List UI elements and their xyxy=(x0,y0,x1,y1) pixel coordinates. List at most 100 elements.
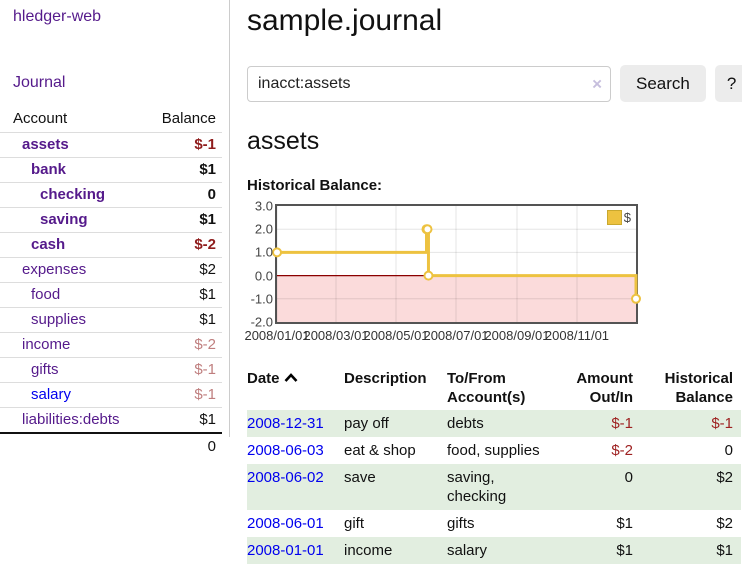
account-link[interactable]: income xyxy=(22,336,71,353)
x-axis-tick-label: 2008/11/01 xyxy=(544,328,610,343)
transaction-date-link[interactable]: 2008-06-01 xyxy=(247,515,324,532)
account-link[interactable]: bank xyxy=(31,161,67,178)
transaction-description: eat & shop xyxy=(344,442,416,459)
y-axis-tick-label: 3.0 xyxy=(254,198,273,214)
app-title-link[interactable]: hledger-web xyxy=(13,8,102,25)
account-row: food $1 xyxy=(0,282,222,308)
transaction-date-link[interactable]: 2008-12-31 xyxy=(247,415,324,432)
register-header-balance: Historical Balance xyxy=(664,370,733,406)
register-row: 2008-06-03 eat & shop food, supplies $-2 0 xyxy=(247,437,741,464)
x-axis-tick-label: 2008/01/01 xyxy=(244,328,310,343)
account-row: expenses $2 xyxy=(0,257,222,283)
register-row: 2008-06-01 gift gifts $1 $2 xyxy=(247,510,741,537)
chart-legend: $ xyxy=(604,209,633,226)
transaction-amount: $1 xyxy=(616,515,633,532)
account-balance: $-1 xyxy=(194,361,216,378)
y-axis-tick-label: -2.0 xyxy=(250,314,273,330)
x-axis-tick-label: 2008/09/01 xyxy=(484,328,550,343)
transaction-accounts: salary xyxy=(447,542,488,559)
account-balance: $2 xyxy=(199,261,216,278)
register-row: 2008-06-02 save saving, checking 0 $2 xyxy=(247,464,741,510)
transaction-accounts: gifts xyxy=(447,515,475,532)
transaction-amount: $-1 xyxy=(611,415,633,432)
account-balance: $-2 xyxy=(194,336,216,353)
search-button[interactable]: Search xyxy=(620,65,706,102)
transaction-balance: $2 xyxy=(716,469,733,486)
register-header-amount: Amount Out/In xyxy=(576,370,633,406)
transaction-date-link[interactable]: 2008-01-01 xyxy=(247,542,324,559)
register-header-date[interactable]: Date xyxy=(247,366,344,410)
y-axis-tick-label: 1.0 xyxy=(254,244,273,260)
sidebar-item-journal[interactable]: Journal xyxy=(13,74,66,91)
account-balance: $-2 xyxy=(194,236,216,253)
chart-section-label: Historical Balance: xyxy=(247,177,383,194)
register-header-accounts: To/From Account(s) xyxy=(447,370,526,406)
account-link[interactable]: gifts xyxy=(31,361,59,378)
historical-balance-chart: $ 3.0 2.0 1.0 0.0 -1.0 -2.0 2008/01/01 2008/03… xyxy=(244,199,742,344)
search-form: × Search ? xyxy=(247,65,742,102)
account-link[interactable]: checking xyxy=(40,186,106,203)
search-field-wrap: × xyxy=(247,65,611,102)
help-button[interactable]: ? xyxy=(714,65,742,102)
chart-canvas xyxy=(272,206,641,322)
transaction-date-link[interactable]: 2008-06-03 xyxy=(247,442,324,459)
account-link[interactable]: cash xyxy=(31,236,66,253)
account-balance: $1 xyxy=(199,411,216,428)
account-balance: $1 xyxy=(199,286,216,303)
account-row: cash $-2 xyxy=(0,232,222,258)
chart-plot-area: $ xyxy=(272,204,641,324)
register-row: 2008-12-31 pay off debts $-1 $-1 xyxy=(247,410,741,437)
y-axis-tick-label: 2.0 xyxy=(254,221,273,237)
accounts-total-balance: 0 xyxy=(207,438,216,455)
account-link[interactable]: expenses xyxy=(22,261,87,278)
sort-ascending-icon xyxy=(284,373,297,382)
account-link[interactable]: saving xyxy=(40,211,88,228)
account-link[interactable]: assets xyxy=(22,136,69,153)
account-row: liabilities:debts $1 xyxy=(0,407,222,434)
transaction-balance: 0 xyxy=(724,442,733,459)
transaction-amount: $-2 xyxy=(611,442,633,459)
account-row: bank $1 xyxy=(0,157,222,183)
register-header-description: Description xyxy=(344,370,427,387)
account-balance: $-1 xyxy=(194,136,216,153)
account-balance: $1 xyxy=(199,211,216,228)
transaction-balance: $1 xyxy=(716,542,733,559)
accounts-header-balance: Balance xyxy=(161,110,216,127)
account-row: supplies $1 xyxy=(0,307,222,333)
transaction-accounts: food, supplies xyxy=(447,442,540,459)
account-balance: $1 xyxy=(199,311,216,328)
accounts-balance-table: Account Balance assets $-1 bank $1 checking 0… xyxy=(0,106,222,459)
account-row: gifts $-1 xyxy=(0,357,222,383)
transaction-description: save xyxy=(344,469,376,486)
legend-label: $ xyxy=(623,210,631,225)
transaction-description: pay off xyxy=(344,415,389,432)
clear-search-icon[interactable]: × xyxy=(592,74,602,93)
account-balance: $-1 xyxy=(194,386,216,403)
transaction-accounts: debts xyxy=(447,415,484,432)
y-axis-tick-label: 0.0 xyxy=(254,268,273,284)
account-row: income $-2 xyxy=(0,332,222,358)
transaction-amount: 0 xyxy=(624,469,633,486)
account-row: saving $1 xyxy=(0,207,222,233)
register-table: Date Description To/From Account(s) Amou… xyxy=(247,366,741,564)
transaction-amount: $1 xyxy=(616,542,633,559)
account-heading: assets xyxy=(247,127,320,155)
transaction-date-link[interactable]: 2008-06-02 xyxy=(247,469,324,486)
account-link[interactable]: supplies xyxy=(31,311,87,328)
x-axis-tick-label: 2008/07/01 xyxy=(423,328,489,343)
search-input[interactable] xyxy=(247,65,611,102)
account-balance: 0 xyxy=(207,186,216,203)
account-row: salary $-1 xyxy=(0,382,222,408)
register-row: 2008-01-01 income salary $1 $1 xyxy=(247,537,741,564)
main-content: sample.journal × Search ? assets Histori… xyxy=(230,0,742,582)
transaction-balance: $2 xyxy=(716,515,733,532)
transaction-accounts: saving, checking xyxy=(447,469,507,505)
account-link[interactable]: food xyxy=(31,286,61,303)
sidebar: hledger-web Journal Account Balance asse… xyxy=(0,0,230,455)
transaction-description: gift xyxy=(344,515,365,532)
account-link[interactable]: salary xyxy=(31,386,72,403)
account-balance: $1 xyxy=(199,161,216,178)
accounts-header-account: Account xyxy=(13,110,68,127)
account-link[interactable]: liabilities:debts xyxy=(22,411,120,428)
